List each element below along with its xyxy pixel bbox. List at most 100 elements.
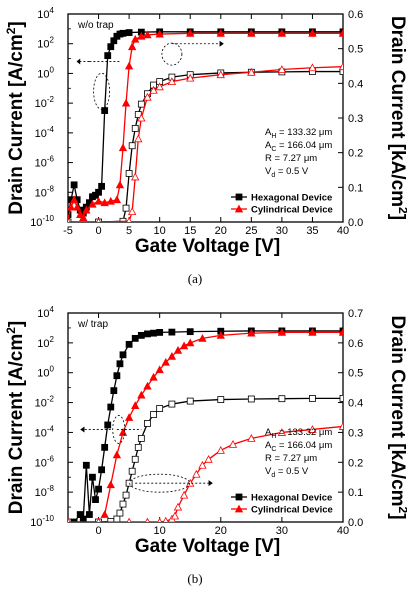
y-right-tick-label: 0.5: [348, 368, 363, 380]
data-point: [131, 34, 140, 43]
data-point: [131, 172, 140, 181]
y-right-tick-label: 0.0: [348, 217, 363, 229]
y-left-tick-label: 100: [37, 365, 54, 380]
data-point: [126, 216, 132, 222]
data-point: [186, 338, 195, 347]
data-point: [119, 351, 127, 359]
annotation-line: AH = 133.32 μm: [265, 127, 332, 140]
data-point: [161, 357, 170, 366]
data-point: [68, 517, 71, 522]
data-point: [339, 394, 343, 402]
annotation-line: R = 7.27 μm: [265, 453, 317, 464]
data-point: [168, 328, 176, 336]
data-point: [112, 450, 122, 459]
data-point: [106, 480, 115, 489]
annotation-line: AC = 166.04 μm: [265, 140, 332, 153]
series-line: [68, 425, 343, 522]
data-point: [125, 29, 133, 36]
data-point: [70, 181, 78, 189]
data-point: [127, 42, 137, 51]
data-point: [126, 517, 132, 522]
data-point: [107, 43, 115, 51]
x-tick-label: 15: [184, 225, 196, 237]
data-point: [113, 372, 121, 380]
data-point: [131, 401, 140, 409]
data-point: [104, 52, 112, 59]
data-point: [309, 394, 316, 402]
x-tick-label: 0: [95, 225, 101, 237]
legend-entry: Hexagonal Device: [231, 193, 332, 204]
data-point: [122, 491, 130, 499]
data-point: [116, 509, 124, 517]
y-left-axis-title: Drain Current [A/cm2]: [4, 21, 27, 215]
data-point: [134, 443, 142, 451]
y-left-tick-label: 10-4: [35, 125, 55, 140]
data-point: [277, 328, 287, 336]
data-point: [131, 125, 139, 132]
data-point: [144, 330, 151, 338]
y-right-tick-label: 0.1: [348, 487, 363, 499]
data-point: [143, 30, 152, 39]
data-point: [338, 328, 343, 336]
data-point: [124, 61, 134, 70]
data-point: [149, 85, 158, 94]
data-point: [179, 490, 189, 499]
data-point: [143, 92, 152, 101]
y-left-tick-label: 10-6: [35, 155, 55, 170]
data-point: [173, 502, 183, 511]
series-line: [104, 331, 343, 515]
data-point: [338, 62, 343, 71]
legend-label: Cylindrical Device: [251, 205, 333, 216]
y-left-tick-label: 10-2: [35, 395, 55, 410]
x-tick-label: 30: [276, 225, 288, 237]
legend-entry: Cylindrical Device: [231, 505, 333, 516]
legend-label: Hexagonal Device: [251, 193, 332, 204]
y-right-tick-label: 0.7: [348, 308, 363, 320]
data-point: [125, 170, 133, 177]
series-1-triangle-filled: [68, 28, 343, 222]
data-point: [216, 70, 225, 79]
data-point: [85, 511, 93, 518]
data-point: [119, 500, 127, 508]
annotation-line: AC = 166.04 μm: [265, 440, 332, 453]
y-right-tick-label: 0.1: [348, 182, 363, 194]
data-point: [94, 196, 103, 205]
legend-swatch-marker: [234, 204, 244, 213]
data-point: [100, 198, 109, 207]
chart-panel-b: 0 10 20 30 40 10-10 10-8 10-6 10-4 10-2 100 102 104 0…: [4, 305, 407, 586]
y-left-tick-label: 10-2: [35, 95, 55, 110]
data-point: [131, 334, 139, 342]
x-tick-label: 40: [337, 525, 349, 537]
data-point: [106, 196, 115, 205]
annotation-line: AH = 133.32 μm: [265, 427, 332, 440]
data-point: [167, 77, 177, 85]
data-point: [128, 142, 136, 150]
data-point: [157, 517, 163, 522]
y-left-tick-label: 102: [37, 36, 54, 51]
y-right-tick-label: 0.0: [348, 517, 363, 529]
data-point: [134, 134, 143, 143]
data-point: [100, 510, 109, 518]
data-point: [121, 98, 131, 107]
data-point: [217, 396, 225, 403]
panel-tag: w/o trap: [77, 20, 114, 31]
data-point: [308, 425, 317, 433]
data-point: [216, 331, 225, 339]
data-point: [125, 340, 133, 348]
data-point: [150, 329, 157, 337]
data-point: [156, 329, 164, 336]
data-point: [96, 217, 101, 222]
data-point: [277, 28, 287, 37]
chart-panel-a: -5 0 5 10 15 20 25 30 35 40 10-10 10-8 10-6 10-4 10-2 1…: [4, 6, 407, 286]
data-point: [101, 443, 109, 451]
y-right-tick-label: 0.5: [348, 44, 363, 56]
x-tick-label: 25: [245, 225, 257, 237]
data-point: [170, 511, 180, 520]
data-point: [186, 28, 195, 37]
x-tick-label: 35: [306, 225, 318, 237]
data-point: [68, 202, 76, 211]
y-left-tick-label: 10-10: [30, 214, 54, 229]
data-point: [116, 360, 124, 368]
y-left-tick-label: 10-8: [35, 184, 55, 199]
data-point: [125, 479, 133, 487]
